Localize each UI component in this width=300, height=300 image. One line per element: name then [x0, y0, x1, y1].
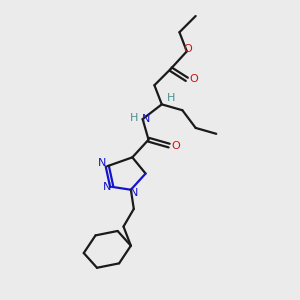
Text: O: O — [183, 44, 192, 54]
Text: N: N — [141, 114, 150, 124]
Text: H: H — [130, 112, 139, 123]
Text: N: N — [130, 188, 139, 198]
Text: N: N — [98, 158, 106, 168]
Text: O: O — [171, 141, 180, 151]
Text: O: O — [189, 74, 198, 84]
Text: H: H — [167, 93, 175, 103]
Text: N: N — [103, 182, 112, 192]
